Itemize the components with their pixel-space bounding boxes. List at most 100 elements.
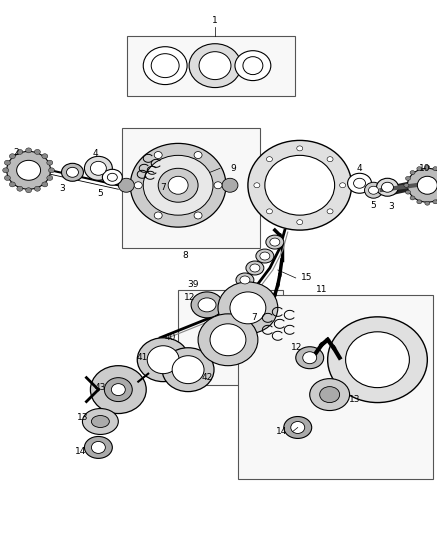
Ellipse shape	[407, 168, 438, 202]
Ellipse shape	[162, 348, 214, 392]
Ellipse shape	[42, 182, 48, 187]
Text: 41: 41	[137, 353, 148, 362]
Ellipse shape	[250, 264, 260, 272]
Ellipse shape	[3, 168, 9, 173]
Ellipse shape	[236, 273, 254, 287]
Ellipse shape	[107, 173, 117, 181]
Ellipse shape	[297, 146, 303, 151]
Ellipse shape	[368, 186, 378, 194]
Text: 12: 12	[291, 343, 303, 352]
Ellipse shape	[425, 165, 430, 169]
Ellipse shape	[256, 249, 274, 263]
Ellipse shape	[243, 56, 263, 75]
Ellipse shape	[248, 140, 352, 230]
Ellipse shape	[4, 160, 11, 165]
Ellipse shape	[417, 167, 422, 171]
Text: 40: 40	[164, 333, 176, 342]
Ellipse shape	[49, 168, 54, 173]
Ellipse shape	[172, 356, 204, 384]
Ellipse shape	[291, 422, 305, 433]
Ellipse shape	[118, 178, 134, 192]
Text: 4: 4	[357, 164, 362, 173]
Ellipse shape	[25, 148, 32, 153]
Ellipse shape	[218, 282, 278, 334]
Ellipse shape	[381, 182, 393, 192]
Text: 11: 11	[316, 286, 328, 294]
Text: 14: 14	[276, 427, 287, 436]
Ellipse shape	[296, 347, 324, 369]
Text: 14: 14	[75, 447, 86, 456]
Ellipse shape	[210, 324, 246, 356]
Ellipse shape	[310, 378, 350, 410]
Text: 13: 13	[349, 395, 360, 404]
Ellipse shape	[90, 366, 146, 414]
Text: 3: 3	[389, 201, 394, 211]
Ellipse shape	[194, 212, 202, 219]
Ellipse shape	[67, 167, 78, 177]
Ellipse shape	[47, 160, 53, 165]
Ellipse shape	[42, 154, 48, 159]
Ellipse shape	[198, 314, 258, 366]
Ellipse shape	[406, 176, 410, 180]
Text: 15: 15	[301, 273, 312, 282]
Ellipse shape	[17, 186, 23, 191]
Ellipse shape	[214, 182, 222, 189]
Ellipse shape	[404, 183, 409, 187]
Text: 39: 39	[187, 280, 199, 289]
Ellipse shape	[254, 183, 260, 188]
Ellipse shape	[35, 149, 40, 155]
Ellipse shape	[266, 209, 272, 214]
Ellipse shape	[61, 163, 83, 181]
Ellipse shape	[198, 298, 216, 312]
Ellipse shape	[328, 317, 427, 402]
Ellipse shape	[410, 171, 415, 175]
Ellipse shape	[433, 167, 438, 171]
Ellipse shape	[266, 235, 284, 249]
Ellipse shape	[47, 175, 53, 181]
Ellipse shape	[297, 220, 303, 224]
Text: 7: 7	[251, 313, 257, 322]
Ellipse shape	[82, 409, 118, 434]
Ellipse shape	[377, 178, 399, 196]
Ellipse shape	[143, 47, 187, 85]
Ellipse shape	[284, 416, 312, 439]
Ellipse shape	[410, 196, 415, 200]
Ellipse shape	[151, 54, 179, 78]
Ellipse shape	[348, 173, 371, 193]
Text: 8: 8	[182, 251, 188, 260]
Ellipse shape	[327, 209, 333, 214]
Ellipse shape	[85, 156, 112, 180]
Text: 5: 5	[371, 201, 376, 209]
Ellipse shape	[425, 201, 430, 205]
Ellipse shape	[270, 238, 280, 246]
Ellipse shape	[9, 182, 15, 187]
Ellipse shape	[189, 44, 241, 87]
Ellipse shape	[35, 186, 40, 191]
Ellipse shape	[235, 51, 271, 80]
Ellipse shape	[199, 52, 231, 79]
Ellipse shape	[168, 176, 188, 194]
Ellipse shape	[327, 157, 333, 161]
Ellipse shape	[240, 276, 250, 284]
Ellipse shape	[246, 261, 264, 275]
Text: 7: 7	[160, 183, 166, 192]
Ellipse shape	[17, 149, 23, 155]
Ellipse shape	[134, 182, 142, 189]
Bar	[178, 290, 283, 385]
Ellipse shape	[417, 176, 437, 194]
Ellipse shape	[339, 183, 346, 188]
Ellipse shape	[90, 161, 106, 175]
Ellipse shape	[154, 151, 162, 158]
Ellipse shape	[194, 151, 202, 158]
Ellipse shape	[353, 178, 366, 188]
Ellipse shape	[4, 175, 11, 181]
Ellipse shape	[9, 154, 15, 159]
Ellipse shape	[433, 200, 438, 204]
Ellipse shape	[111, 384, 125, 395]
Ellipse shape	[260, 252, 270, 260]
Text: 5: 5	[98, 189, 103, 198]
Text: 2: 2	[14, 148, 19, 157]
Ellipse shape	[266, 157, 272, 161]
Ellipse shape	[7, 151, 50, 189]
Ellipse shape	[230, 292, 266, 324]
